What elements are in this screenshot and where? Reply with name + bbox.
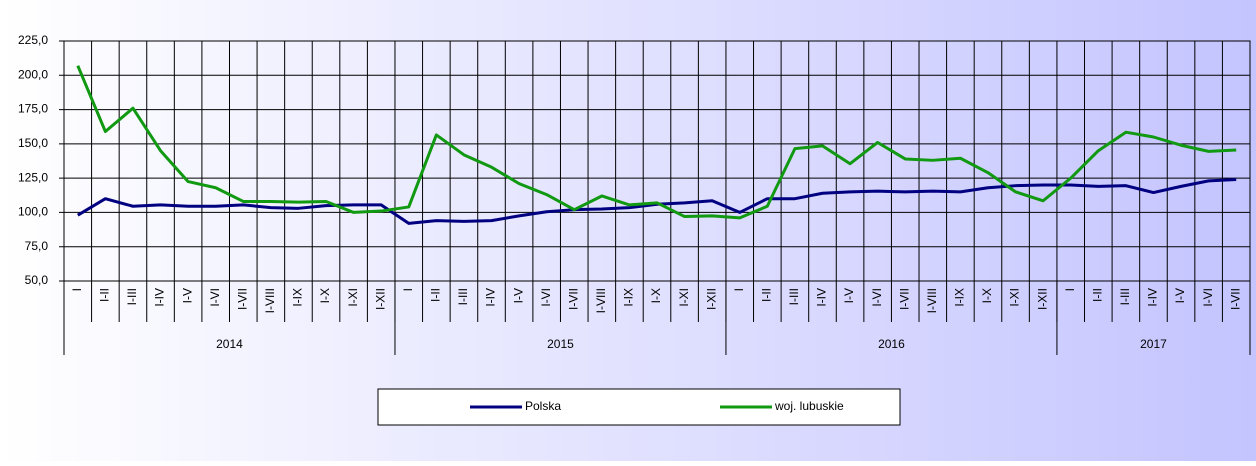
year-label: 2014 <box>216 337 243 351</box>
x-tick-label: I-II <box>429 288 443 302</box>
x-tick-label: I-II <box>98 288 112 302</box>
legend-box <box>377 388 901 426</box>
y-tick-label: 200,0 <box>18 67 48 81</box>
x-tick-label: I <box>70 288 84 291</box>
x-tick-label: I-VI <box>539 288 553 307</box>
x-tick-label: I-III <box>1118 288 1132 305</box>
x-tick-label: I-XI <box>346 288 360 307</box>
year-label: 2017 <box>1140 337 1167 351</box>
x-tick-label: I-IV <box>153 288 167 307</box>
x-tick-label: I-V <box>180 288 194 303</box>
x-tick-label: I-VI <box>870 288 884 307</box>
x-tick-label: I-IX <box>953 288 967 307</box>
x-tick-label: I-XII <box>373 288 387 310</box>
x-tick-label: I-V <box>842 288 856 303</box>
x-tick-label: I-III <box>456 288 470 305</box>
x-tick-label: I-VII <box>235 288 249 310</box>
x-tick-label: I-IV <box>815 288 829 307</box>
x-tick-label: I-VIII <box>594 288 608 313</box>
series-line <box>76 65 1237 220</box>
x-tick-label: I <box>401 288 415 291</box>
x-tick-label: I-VIII <box>925 288 939 313</box>
x-tick-label: I-VI <box>1201 288 1215 307</box>
y-tick-label: 175,0 <box>18 102 48 116</box>
x-tick-label: I <box>732 288 746 291</box>
x-tick-label: I-XI <box>677 288 691 307</box>
y-tick-label: 75,0 <box>25 239 49 253</box>
y-tick-label: 100,0 <box>18 205 48 219</box>
x-tick-label: I-IX <box>291 288 305 307</box>
x-tick-label: I-XII <box>1035 288 1049 310</box>
x-tick-label: I-IV <box>484 288 498 307</box>
x-tick-label: I-VIII <box>263 288 277 313</box>
x-tick-label: I-II <box>1090 288 1104 302</box>
x-tick-label: I-IX <box>622 288 636 307</box>
x-tick-label: I-III <box>787 288 801 305</box>
legend-label: Polska <box>525 399 561 413</box>
y-tick-label: 225,0 <box>18 33 48 47</box>
legend-label: woj. lubuskie <box>774 399 844 413</box>
year-label: 2016 <box>878 337 905 351</box>
x-tick-label: I-X <box>980 288 994 303</box>
x-tick-label: I-III <box>125 288 139 305</box>
y-tick-label: 50,0 <box>25 273 49 287</box>
x-tick-label: I-XI <box>1008 288 1022 307</box>
x-tick-label: I-X <box>318 288 332 303</box>
x-tick-label: I-VII <box>566 288 580 310</box>
x-tick-label: I-XII <box>704 288 718 310</box>
y-tick-label: 150,0 <box>18 136 48 150</box>
x-tick-label: I-VII <box>897 288 911 310</box>
year-label: 2015 <box>547 337 574 351</box>
x-tick-label: I-VI <box>208 288 222 307</box>
x-tick-label: I-II <box>759 288 773 302</box>
y-tick-label: 125,0 <box>18 170 48 184</box>
x-tick-label: I-VII <box>1228 288 1242 310</box>
x-tick-label: I <box>1063 288 1077 291</box>
x-tick-label: I-V <box>511 288 525 303</box>
x-tick-label: I-IV <box>1146 288 1160 307</box>
x-tick-label: I-X <box>649 288 663 303</box>
x-tick-label: I-V <box>1173 288 1187 303</box>
